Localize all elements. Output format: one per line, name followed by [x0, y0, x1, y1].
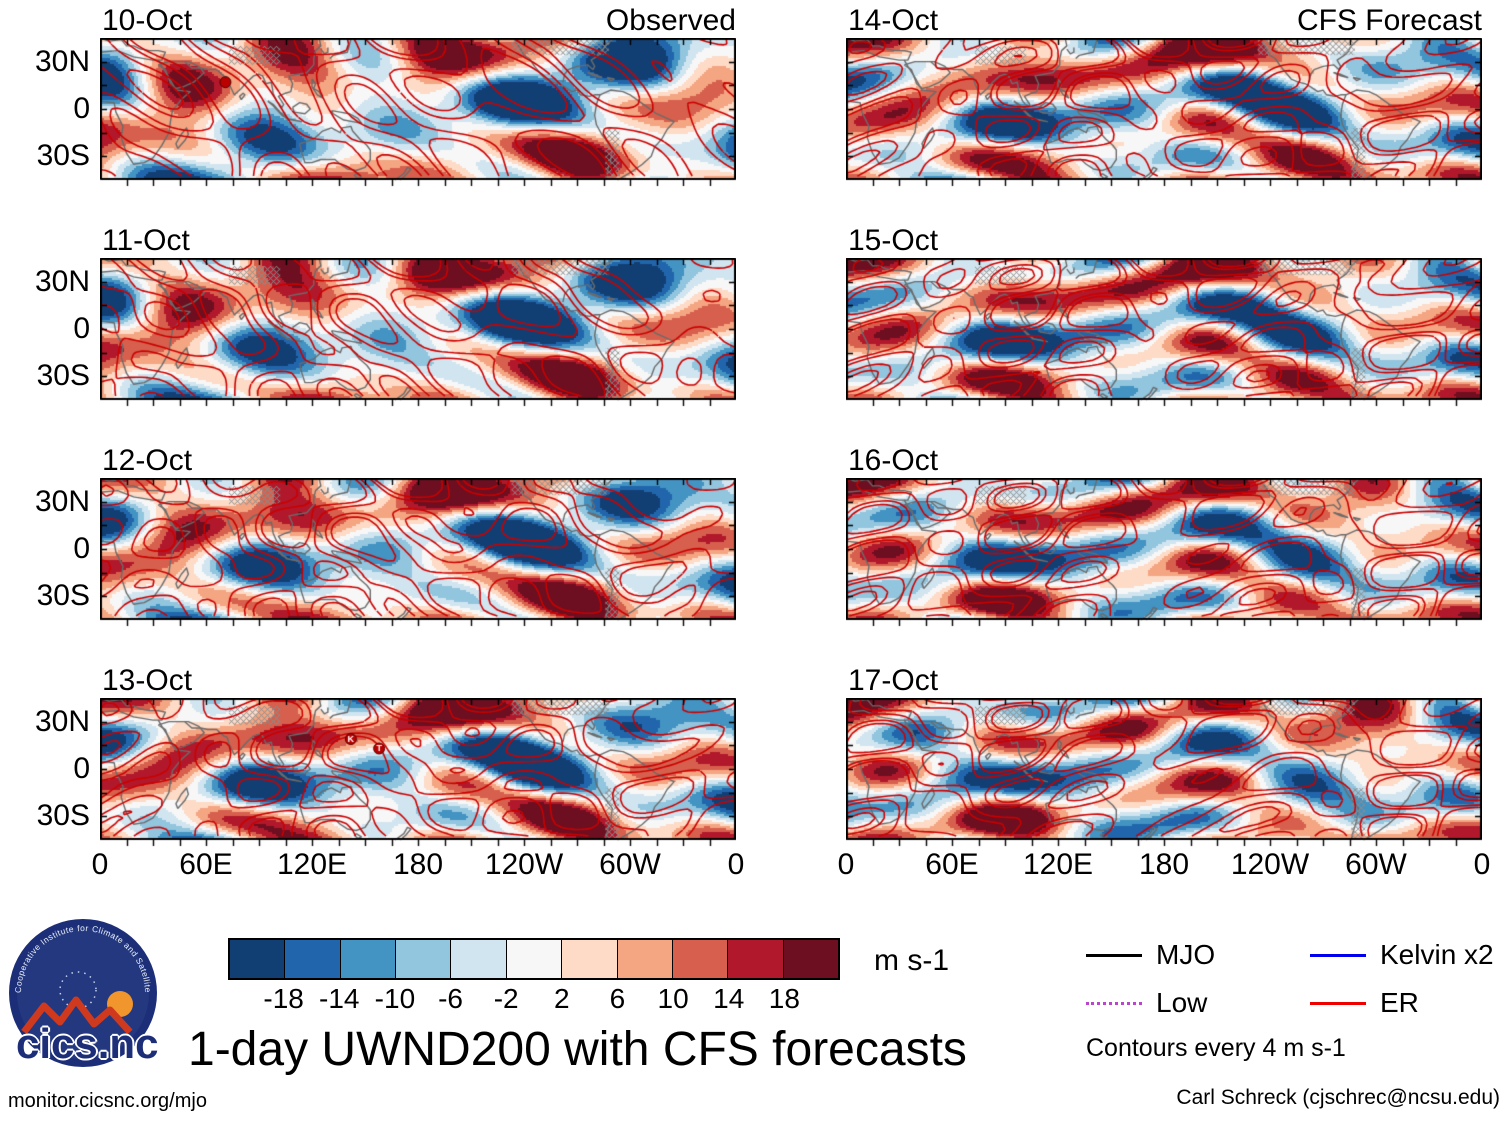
y-axis-tick-label: 30N	[34, 704, 90, 738]
colorbar-tick-label: 14	[713, 983, 745, 1014]
colorbar-tick-label: -14	[319, 983, 360, 1014]
x-axis-tick-label: 120W	[1230, 848, 1310, 881]
column-header: CFS Forecast	[1296, 4, 1482, 37]
colorbar-tick-label: -18	[263, 983, 304, 1014]
x-axis-tick-label: 120W	[484, 848, 564, 881]
map-panel-17-oct	[846, 698, 1482, 848]
y-axis-tick-label: 30S	[36, 799, 90, 833]
x-axis-tick-label: 180	[1138, 848, 1190, 881]
legend-line-sample	[1310, 953, 1366, 957]
panel-date-label: 10-Oct	[102, 4, 193, 37]
legend-item-label: ER	[1380, 987, 1419, 1018]
x-axis-tick-label: 60E	[179, 848, 233, 881]
logo-wordmark: cics.nc	[16, 1020, 159, 1067]
map-panel-14-oct	[846, 38, 1482, 188]
map-panel-10-oct	[100, 38, 736, 188]
footer-credit: Carl Schreck (cjschrec@ncsu.edu)	[1176, 1086, 1500, 1109]
x-axis-tick-label: 60W	[599, 848, 661, 881]
x-axis-tick-label: 120E	[1022, 848, 1094, 881]
legend-item-low: Low	[1086, 988, 1310, 1018]
y-axis-tick-label: 0	[73, 312, 90, 345]
colorbar-tick-label: 10	[657, 983, 689, 1014]
colorbar-cell	[339, 940, 396, 978]
cics-logo-graphic: Cooperative Institute for Climate and Sa…	[8, 918, 157, 1067]
contour-legend: MJO Kelvin x2 Low ER Contours every 4 m s-1	[1086, 940, 1510, 1063]
map-panel-13-oct	[100, 698, 736, 848]
panel-date-label: 16-Oct	[848, 444, 939, 477]
y-axis-tick-label: 30S	[36, 139, 90, 173]
colorbar-tick-label: -2	[493, 983, 519, 1014]
panel-date-label: 15-Oct	[848, 224, 939, 257]
footer-url: monitor.cicsnc.org/mjo	[8, 1090, 207, 1112]
colorbar-cell	[616, 940, 672, 978]
colorbar-tick-label: -6	[438, 983, 463, 1014]
x-axis-tick-label: 120E	[276, 848, 348, 881]
legend-item-label: Kelvin x2	[1380, 939, 1494, 970]
x-axis-tick-label: 0	[1473, 848, 1491, 881]
y-axis-tick-label: 0	[73, 532, 90, 565]
legend-line-sample	[1086, 953, 1142, 957]
legend-note: Contours every 4 m s-1	[1086, 1034, 1346, 1062]
logo-mountains-icon	[21, 996, 133, 1035]
map-panel-15-oct	[846, 258, 1482, 408]
figure-title: 1-day UWND200 with CFS forecasts	[188, 1023, 967, 1076]
colorbar-cell	[450, 940, 506, 978]
colorbar-scale	[228, 938, 840, 980]
legend-item-kelvin-x2: Kelvin x2	[1310, 940, 1510, 970]
legend-item-mjo: MJO	[1086, 940, 1310, 970]
panel-date-label: 14-Oct	[848, 4, 939, 37]
y-axis-tick-label: 30N	[34, 484, 90, 518]
colorbar-cell	[505, 940, 562, 978]
panel-date-label: 13-Oct	[102, 664, 193, 697]
legend-item-label: Low	[1156, 987, 1208, 1018]
colorbar-cell	[782, 940, 838, 978]
legend-line-sample	[1086, 1001, 1142, 1005]
legend-item-label: MJO	[1156, 939, 1216, 970]
x-axis-tick-label: 60E	[925, 848, 979, 881]
y-axis-tick-label: 30S	[36, 359, 90, 393]
map-panel-16-oct	[846, 478, 1482, 628]
x-axis-tick-label: 0	[837, 848, 855, 881]
x-axis-tick-label: 180	[392, 848, 444, 881]
map-panel-12-oct	[100, 478, 736, 628]
x-axis-tick-label: 0	[727, 848, 745, 881]
logo-inner-circle	[17, 927, 149, 1059]
colorbar-cell	[561, 940, 617, 978]
colorbar-tick-label: -10	[374, 983, 416, 1014]
colorbar-tick-labels: -18 -14 -10 -6 -2 2 6 10 14 18	[228, 983, 840, 1017]
y-axis-tick-label: 30N	[34, 44, 90, 78]
colorbar-cell	[284, 940, 340, 978]
legend-item-er: ER	[1310, 988, 1510, 1018]
legend-items: MJO Kelvin x2 Low ER	[1086, 940, 1510, 1018]
cics-logo: Cooperative Institute for Climate and Sa…	[8, 918, 178, 1088]
colorbar-cell	[230, 940, 285, 978]
y-axis-tick-label: 30S	[36, 579, 90, 613]
y-axis-tick-label: 30N	[34, 264, 90, 298]
panel-date-label: 11-Oct	[102, 224, 190, 257]
colorbar-cell	[395, 940, 451, 978]
y-axis-tick-label: 0	[73, 752, 90, 785]
colorbar-tick-label: 6	[609, 983, 626, 1014]
colorbar-tick-label: 18	[768, 983, 800, 1014]
x-axis-tick-label: 0	[91, 848, 109, 881]
colorbar: -18 -14 -10 -6 -2 2 6 10 14 18	[228, 938, 840, 1017]
logo-swirl-inner	[59, 971, 97, 1009]
panel-date-label: 12-Oct	[102, 444, 193, 477]
colorbar-cell	[727, 940, 783, 978]
colorbar-cell	[671, 940, 728, 978]
x-axis-tick-label: 60W	[1345, 848, 1407, 881]
colorbar-tick-label: 2	[554, 983, 570, 1014]
column-header: Observed	[605, 4, 736, 37]
y-axis-tick-label: 0	[73, 92, 90, 125]
map-panel-11-oct	[100, 258, 736, 408]
colorbar-unit-label: m s-1	[874, 944, 949, 977]
panel-date-label: 17-Oct	[848, 664, 939, 697]
legend-line-sample	[1310, 1001, 1366, 1005]
